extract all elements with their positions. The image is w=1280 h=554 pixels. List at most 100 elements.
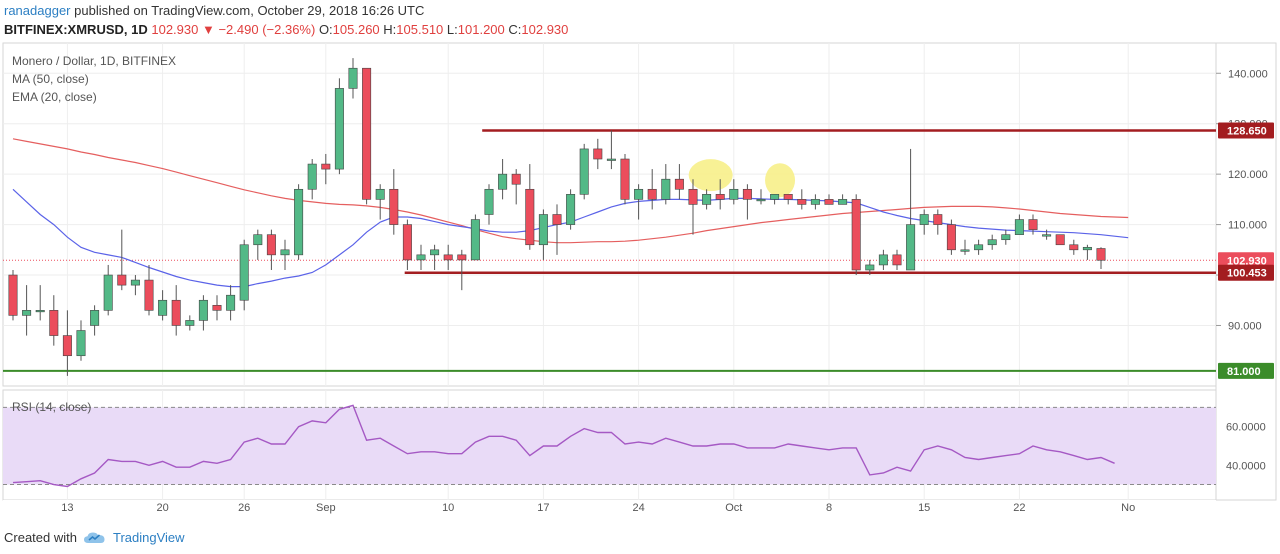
candle-body	[171, 299, 181, 326]
candle-body	[8, 274, 18, 316]
candle-body	[702, 194, 712, 205]
candle	[389, 169, 399, 235]
candle-body	[946, 224, 956, 251]
candle-body	[1014, 219, 1024, 235]
candle-body	[1096, 248, 1106, 261]
candle	[552, 204, 562, 255]
candle-body	[402, 224, 412, 261]
candle-body	[416, 254, 426, 261]
candle	[226, 285, 236, 321]
candle	[334, 78, 344, 175]
candle	[1082, 244, 1092, 260]
candle	[375, 184, 385, 220]
candle-body	[22, 310, 32, 316]
candle-body	[103, 274, 113, 311]
ohlc-line: BITFINEX:XMRUSD, 1D 102.930 ▼ −2.490 (−2…	[4, 22, 568, 37]
candle-body	[552, 214, 562, 225]
candle-body	[239, 244, 249, 301]
chart-canvas[interactable]: 90.000100.000110.000120.000130.000140.00…	[0, 42, 1280, 520]
author-link[interactable]: ranadagger	[4, 3, 71, 18]
candle-body	[443, 254, 453, 261]
candle	[892, 249, 902, 270]
candle	[865, 259, 875, 276]
candle	[960, 239, 970, 255]
candle	[457, 249, 467, 291]
candle	[321, 153, 331, 185]
candle	[756, 189, 766, 205]
candle-body	[511, 173, 521, 185]
ma50-legend: MA (50, close)	[12, 72, 89, 86]
candle-body	[824, 199, 834, 205]
candle-body	[498, 173, 508, 190]
tag-current-text: 102.930	[1227, 255, 1267, 267]
candle-body	[212, 304, 222, 311]
candle	[253, 229, 263, 260]
candle-body	[783, 194, 793, 200]
tag-long-support-bg	[1218, 362, 1274, 379]
candle	[158, 290, 168, 321]
candle-body	[1069, 244, 1079, 251]
candle-body	[810, 199, 820, 205]
x-tick-label: 17	[537, 502, 549, 514]
candle-body	[538, 214, 548, 246]
candle	[470, 214, 480, 261]
candle-body	[484, 188, 494, 215]
candle-body	[715, 194, 725, 200]
candle	[416, 244, 426, 270]
candle-body	[90, 310, 100, 326]
candle	[348, 58, 358, 99]
candle-body	[620, 158, 630, 200]
candle-body	[1042, 234, 1052, 237]
candle-body	[334, 88, 344, 170]
candle	[715, 179, 725, 210]
last-price: 102.930	[151, 22, 199, 37]
candle-body	[647, 188, 657, 200]
tradingview-brand[interactable]: TradingView	[112, 530, 185, 545]
candle	[946, 219, 956, 255]
candle	[76, 320, 86, 361]
candle	[634, 184, 644, 220]
candle-body	[253, 234, 263, 246]
x-axis-labels: 13 20 26 Sep 10 17 24 Oct 8 15 22 No	[61, 502, 1135, 514]
x-tick-label: 24	[632, 502, 644, 514]
tag-long-support: 81.000	[1218, 362, 1274, 379]
x-tick-label: 8	[826, 502, 832, 514]
candle	[198, 295, 208, 331]
candles	[8, 58, 1106, 376]
candle	[606, 130, 616, 170]
highlight-ellipse	[688, 159, 733, 192]
candle	[851, 194, 861, 276]
candle-body	[389, 188, 399, 225]
candle	[974, 239, 984, 255]
candle-body	[198, 299, 208, 321]
candle-body	[117, 274, 127, 286]
footer: Created with TradingView	[4, 530, 185, 545]
candle	[647, 169, 657, 210]
candle	[185, 315, 195, 331]
open-value: 105.260	[332, 22, 380, 37]
candle-body	[742, 188, 752, 200]
price-pane-frame	[2, 42, 1217, 387]
high-label: H:	[383, 22, 397, 37]
candle	[511, 169, 521, 205]
candle	[566, 189, 576, 230]
rsi-band-fill	[3, 407, 1216, 485]
candle	[212, 295, 222, 321]
time-axis[interactable]	[3, 500, 1216, 518]
candle-body	[185, 320, 195, 326]
candle-body	[797, 199, 807, 205]
ma50-line	[12, 138, 1129, 244]
chart-title: Monero / Dollar, 1D, BITFINEX	[12, 54, 176, 68]
candle	[783, 194, 793, 205]
open-label: O:	[318, 22, 333, 37]
price-change: ▼ −2.490 (−2.36%)	[201, 22, 316, 37]
candle-body	[144, 279, 154, 311]
candle-body	[906, 224, 916, 271]
candle-body	[1055, 234, 1065, 246]
x-tick-label: 10	[442, 502, 454, 514]
tradingview-cloud-icon	[83, 532, 105, 543]
candle	[498, 159, 508, 200]
candle-body	[362, 67, 372, 200]
x-tick-label: 26	[238, 502, 250, 514]
